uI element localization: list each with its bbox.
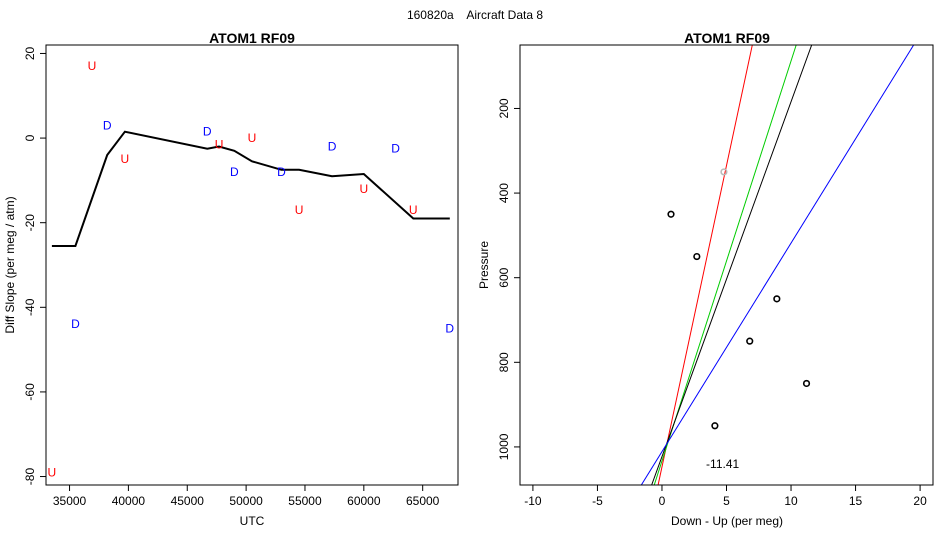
- regression-line: [651, 45, 813, 485]
- regression-line: [657, 45, 753, 485]
- left-plot-frame: [45, 44, 459, 486]
- right-x-tick-label: 5: [723, 494, 730, 508]
- up-point-marker: U: [215, 137, 224, 151]
- right-y-axis-label: Pressure: [477, 241, 491, 289]
- right-annotation-label: -11.41: [706, 457, 739, 471]
- left-x-tick-label: 40000: [112, 494, 146, 508]
- down-point-marker: D: [103, 118, 112, 132]
- up-point-marker: U: [48, 465, 57, 479]
- left-y-tick-label: 0: [23, 134, 37, 141]
- right-x-tick-label: 15: [849, 494, 863, 508]
- up-point-marker: U: [295, 203, 304, 217]
- left-x-tick-label: 60000: [347, 494, 381, 508]
- up-point-marker: U: [409, 203, 418, 217]
- right-y-tick-label: 400: [497, 183, 511, 203]
- left-y-tick-label: -60: [23, 383, 37, 401]
- down-point-marker: D: [328, 140, 337, 154]
- regression-lines: [640, 45, 915, 485]
- left-x-tick-label: 65000: [406, 494, 440, 508]
- left-x-tick-label: 45000: [171, 494, 205, 508]
- right-y-tick-label: 200: [497, 98, 511, 118]
- down-point-marker: D: [445, 321, 454, 335]
- right-chart-title: ATOM1 RF09: [684, 30, 770, 46]
- figure-title-code: 160820a: [407, 8, 454, 22]
- pressure-point-marker: [746, 337, 754, 345]
- pressure-point-marker: [693, 252, 701, 261]
- regression-line: [640, 45, 915, 485]
- up-point-marker: U: [121, 152, 130, 166]
- down-point-marker: D: [277, 165, 286, 179]
- figure-title-text: Aircraft Data 8: [466, 8, 543, 22]
- left-x-tick-label: 55000: [288, 494, 322, 508]
- down-point-marker: D: [391, 142, 400, 156]
- left-x-tick-label: 35000: [53, 494, 87, 508]
- right-x-tick-label: -5: [592, 494, 603, 508]
- pressure-point-marker: [802, 379, 811, 388]
- left-y-tick-label: -20: [23, 214, 37, 232]
- right-y-tick-label: 800: [497, 352, 511, 372]
- left-chart-panel: ATOM1 RF09 UTC Diff Slope (per meg / atm…: [3, 30, 459, 528]
- down-point-marker: D: [230, 165, 239, 179]
- right-x-axis-label: Down - Up (per meg): [671, 514, 783, 528]
- up-point-marker: U: [88, 59, 97, 73]
- left-y-axis-label: Diff Slope (per meg / atm): [3, 196, 17, 333]
- right-plot-frame: [519, 44, 934, 486]
- left-chart-title: ATOM1 RF09: [209, 30, 295, 46]
- down-point-marker: D: [203, 125, 212, 139]
- right-x-tick-label: 10: [784, 494, 798, 508]
- right-x-tick-label: -10: [524, 494, 542, 508]
- left-y-tick-label: -80: [23, 468, 37, 486]
- left-y-tick-label: -40: [23, 298, 37, 316]
- right-y-tick-label: 1000: [497, 433, 511, 460]
- up-point-marker: U: [359, 182, 368, 196]
- left-x-tick-label: 50000: [229, 494, 263, 508]
- right-x-tick-label: 0: [659, 494, 666, 508]
- left-axis-ticks: 35000 40000 45000 50000 55000 60000 65000 -80 -6…: [23, 46, 440, 508]
- diff-slope-line: [51, 130, 450, 247]
- right-data-layer: [640, 45, 915, 485]
- pressure-point-marker: [667, 210, 675, 218]
- pressure-point-marker: [711, 422, 719, 430]
- pressure-point-marker: [720, 168, 728, 176]
- up-point-marker: U: [248, 131, 257, 145]
- figure-title: 160820a Aircraft Data 8: [407, 8, 543, 22]
- right-chart-panel: ATOM1 RF09 Down - Up (per meg) Pressure …: [477, 30, 934, 528]
- right-x-tick-label: 20: [913, 494, 927, 508]
- down-point-marker: D: [71, 317, 80, 331]
- right-axis-ticks: -10 -5 0 5 10 15 20 200 400 600 800 1000: [497, 98, 927, 508]
- left-x-axis-label: UTC: [240, 514, 265, 528]
- pressure-point-marker: [773, 295, 781, 303]
- left-y-tick-label: 20: [23, 46, 37, 60]
- right-y-tick-label: 600: [497, 267, 511, 287]
